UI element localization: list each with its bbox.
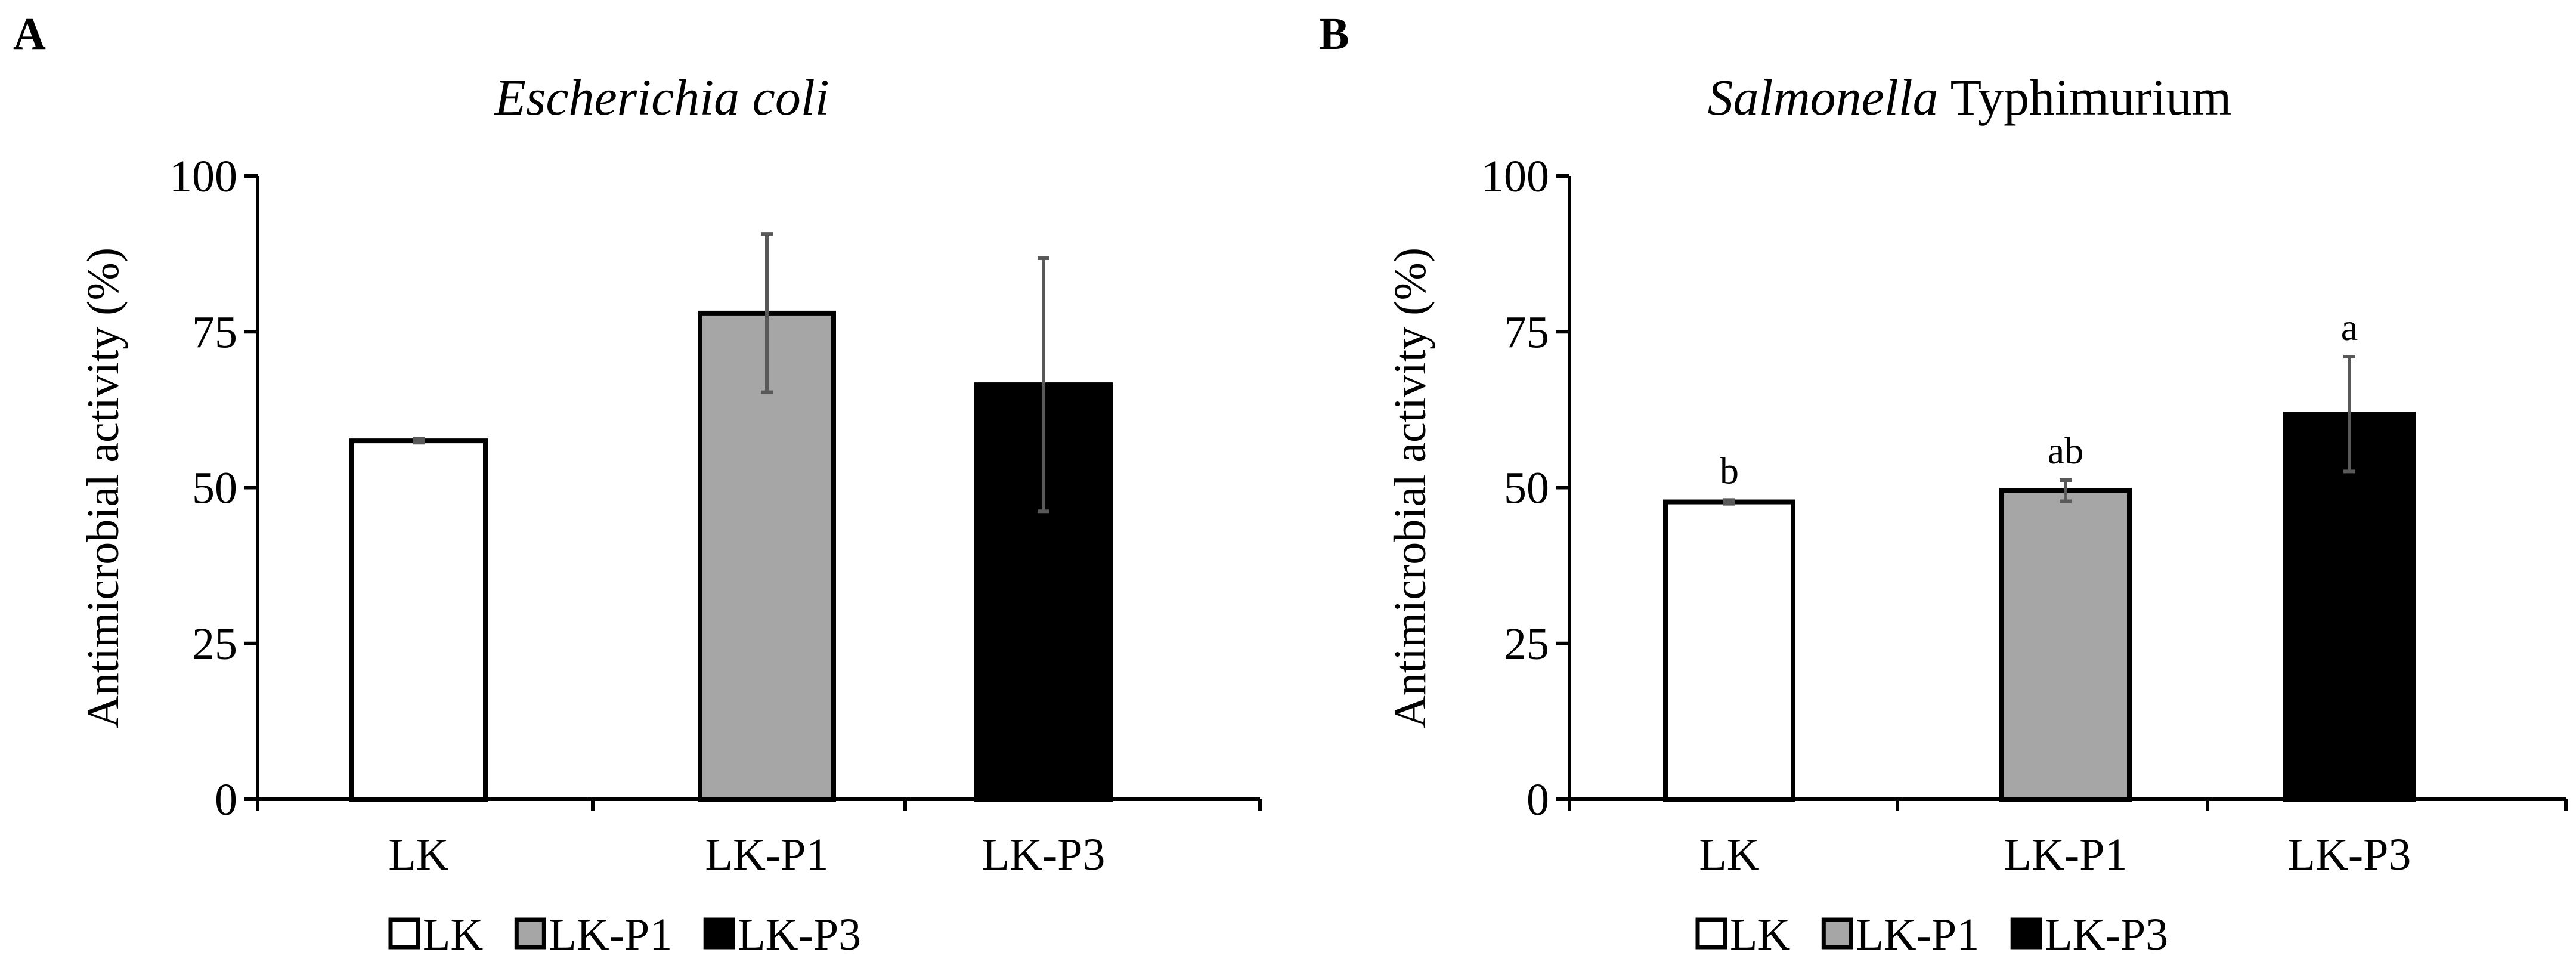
panel-b: B Salmonella Typhimurium Antimicrobial act… xyxy=(1319,9,2568,960)
legend-swatch xyxy=(1821,917,1853,950)
bar xyxy=(349,438,488,802)
legend: LK LK-P1 LK-P3 xyxy=(388,910,861,960)
x-tick-label: LK xyxy=(1699,830,1759,880)
x-tick-label: LK-P3 xyxy=(982,830,1106,880)
legend-label: LK-P1 xyxy=(1856,910,1979,960)
significance-label: b xyxy=(1720,449,1739,491)
significance-label: ab xyxy=(2048,429,2083,472)
bar xyxy=(1999,488,2132,802)
chart-title-part: Typhimurium xyxy=(1939,69,2232,126)
y-tick-label: 0 xyxy=(215,775,237,825)
y-tick-label: 25 xyxy=(192,619,237,669)
chart-title-part: Escherichia coli xyxy=(493,69,829,126)
legend-swatch xyxy=(2010,917,2042,950)
legend-label: LK xyxy=(423,910,483,960)
chart-title: Escherichia coli xyxy=(493,69,829,126)
chart-title-part: Salmonella xyxy=(1708,69,1939,126)
panel-letter: A xyxy=(13,9,46,59)
y-tick-label: 100 xyxy=(169,151,237,202)
y-tick-label: 50 xyxy=(192,463,237,514)
x-tick-label: LK-P1 xyxy=(705,830,829,880)
panel-letter: B xyxy=(1319,9,1349,59)
x-tick-label: LK-P3 xyxy=(2288,830,2411,880)
legend: LK LK-P1 LK-P3 xyxy=(1695,910,2168,960)
legend-label: LK xyxy=(1730,910,1790,960)
y-tick-label: 75 xyxy=(1504,307,1549,357)
legend-swatch xyxy=(1695,917,1727,950)
legend-swatch xyxy=(388,917,420,950)
y-tick-label: 100 xyxy=(1481,151,1549,202)
panel-a: A Escherichia coli Antimicrobial activity … xyxy=(13,9,1262,960)
y-axis-label: Antimicrobial activity (%) xyxy=(78,248,128,728)
y-tick-label: 75 xyxy=(192,307,237,357)
x-tick-label: LK-P1 xyxy=(2004,830,2128,880)
legend-label: LK-P1 xyxy=(549,910,672,960)
chart-title: Salmonella Typhimurium xyxy=(1708,69,2232,126)
y-axis-label: Antimicrobial activity (%) xyxy=(1385,248,1435,728)
significance-label: a xyxy=(2341,306,2358,348)
legend-swatch xyxy=(514,917,546,950)
y-tick-label: 25 xyxy=(1504,619,1549,669)
bar xyxy=(1663,499,1795,802)
y-tick-label: 50 xyxy=(1504,463,1549,514)
legend-swatch xyxy=(703,917,735,950)
y-tick-label: 0 xyxy=(1527,775,1549,825)
legend-label: LK-P3 xyxy=(2045,910,2168,960)
x-tick-label: LK xyxy=(388,830,448,880)
legend-label: LK-P3 xyxy=(738,910,861,960)
